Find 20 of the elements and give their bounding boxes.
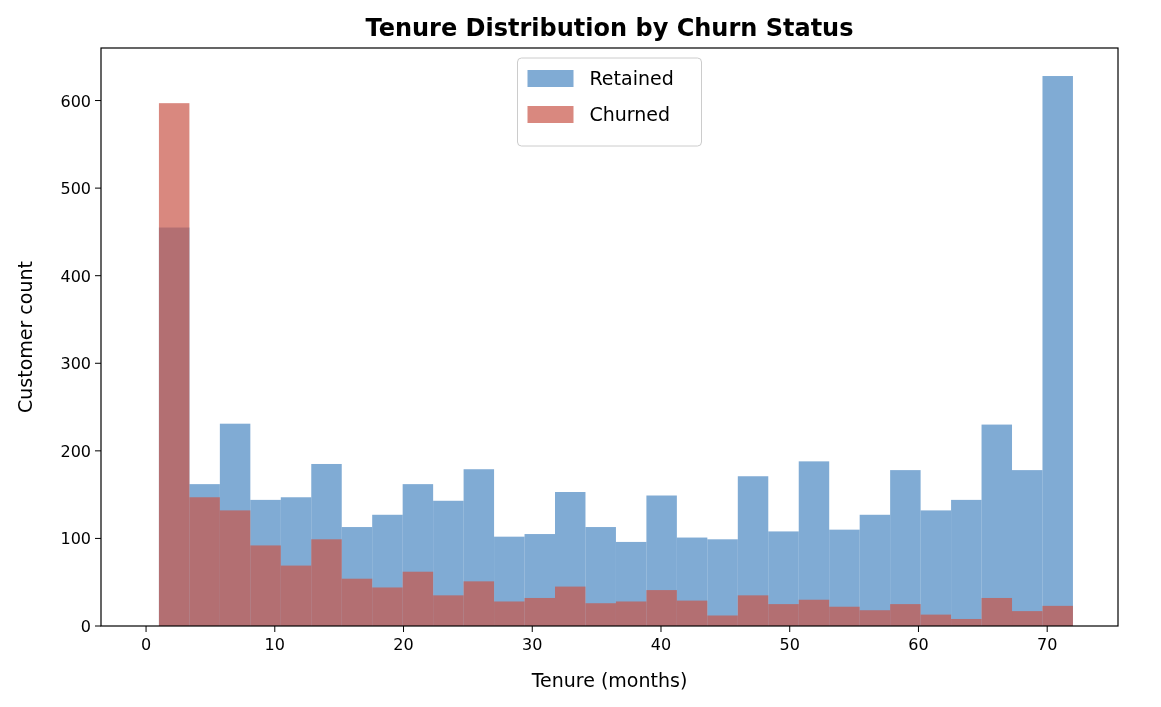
- x-tick-label: 40: [650, 635, 672, 654]
- y-tick-label: 100: [60, 529, 91, 549]
- x-tick-label: 0: [140, 635, 152, 654]
- x-tick-label: 70: [1037, 635, 1058, 654]
- chart-title: Tenure Distribution by Churn Status: [365, 14, 854, 42]
- x-tick-label: 60: [908, 635, 929, 654]
- y-tick-label: 300: [60, 354, 91, 374]
- x-tick-label: 50: [779, 635, 800, 654]
- x-tick-label: 20: [393, 635, 414, 654]
- x-tick-label: 10: [264, 635, 285, 654]
- y-tick-label: 200: [60, 441, 91, 461]
- y-tick-label: 0: [80, 617, 91, 636]
- y-tick-label: 500: [60, 179, 91, 199]
- x-tick-label: 30: [522, 635, 543, 654]
- x-axis-title: Tenure (months): [530, 669, 688, 691]
- legend-label: Churned: [589, 103, 671, 125]
- legend-label: Retained: [589, 67, 674, 89]
- y-tick-label: 400: [60, 266, 91, 286]
- y-tick-label: 600: [60, 91, 91, 111]
- y-axis-title: Customer count: [14, 261, 36, 413]
